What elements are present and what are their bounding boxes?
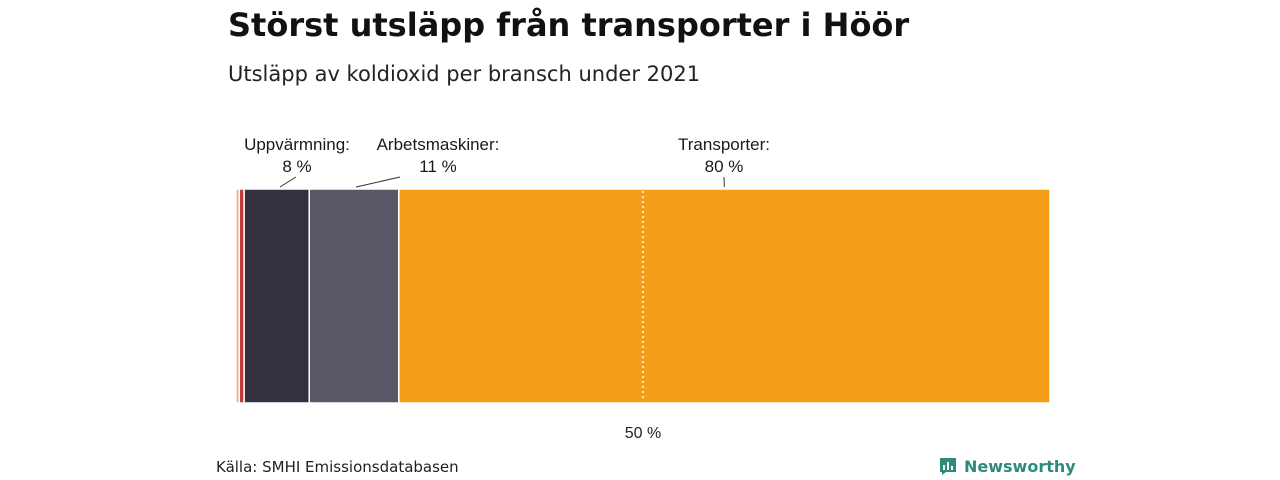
leader-line-arbetsmaskiner	[355, 176, 401, 188]
label-title-arbetsmaskiner: Arbetsmaskiner:	[377, 135, 500, 154]
bar-segment-uppvärmning	[243, 188, 311, 404]
label-value-uppvärmning: 8 %	[282, 157, 311, 176]
brand-name: Newsworthy	[964, 456, 1076, 476]
source-note: Källa: SMHI Emissionsdatabasen	[216, 458, 459, 476]
newsworthy-logo-icon	[940, 458, 956, 475]
reference-line-label: 50 %	[625, 425, 661, 442]
label-title-uppvärmning: Uppvärmning:	[244, 135, 350, 154]
label-title-transporter: Transporter:	[678, 135, 770, 154]
leader-line-uppvärmning	[279, 176, 297, 188]
bar-segment-arbetsmaskiner	[308, 188, 400, 404]
chart-title: Störst utsläpp från transporter i Höör	[228, 6, 910, 44]
brand-logo[interactable]: Newsworthy	[938, 456, 1076, 476]
label-value-transporter: 80 %	[705, 157, 744, 176]
bar-segment-transporter	[398, 188, 1051, 404]
chart-subtitle: Utsläpp av koldioxid per bransch under 2…	[228, 62, 701, 86]
label-value-arbetsmaskiner: 11 %	[419, 157, 457, 176]
